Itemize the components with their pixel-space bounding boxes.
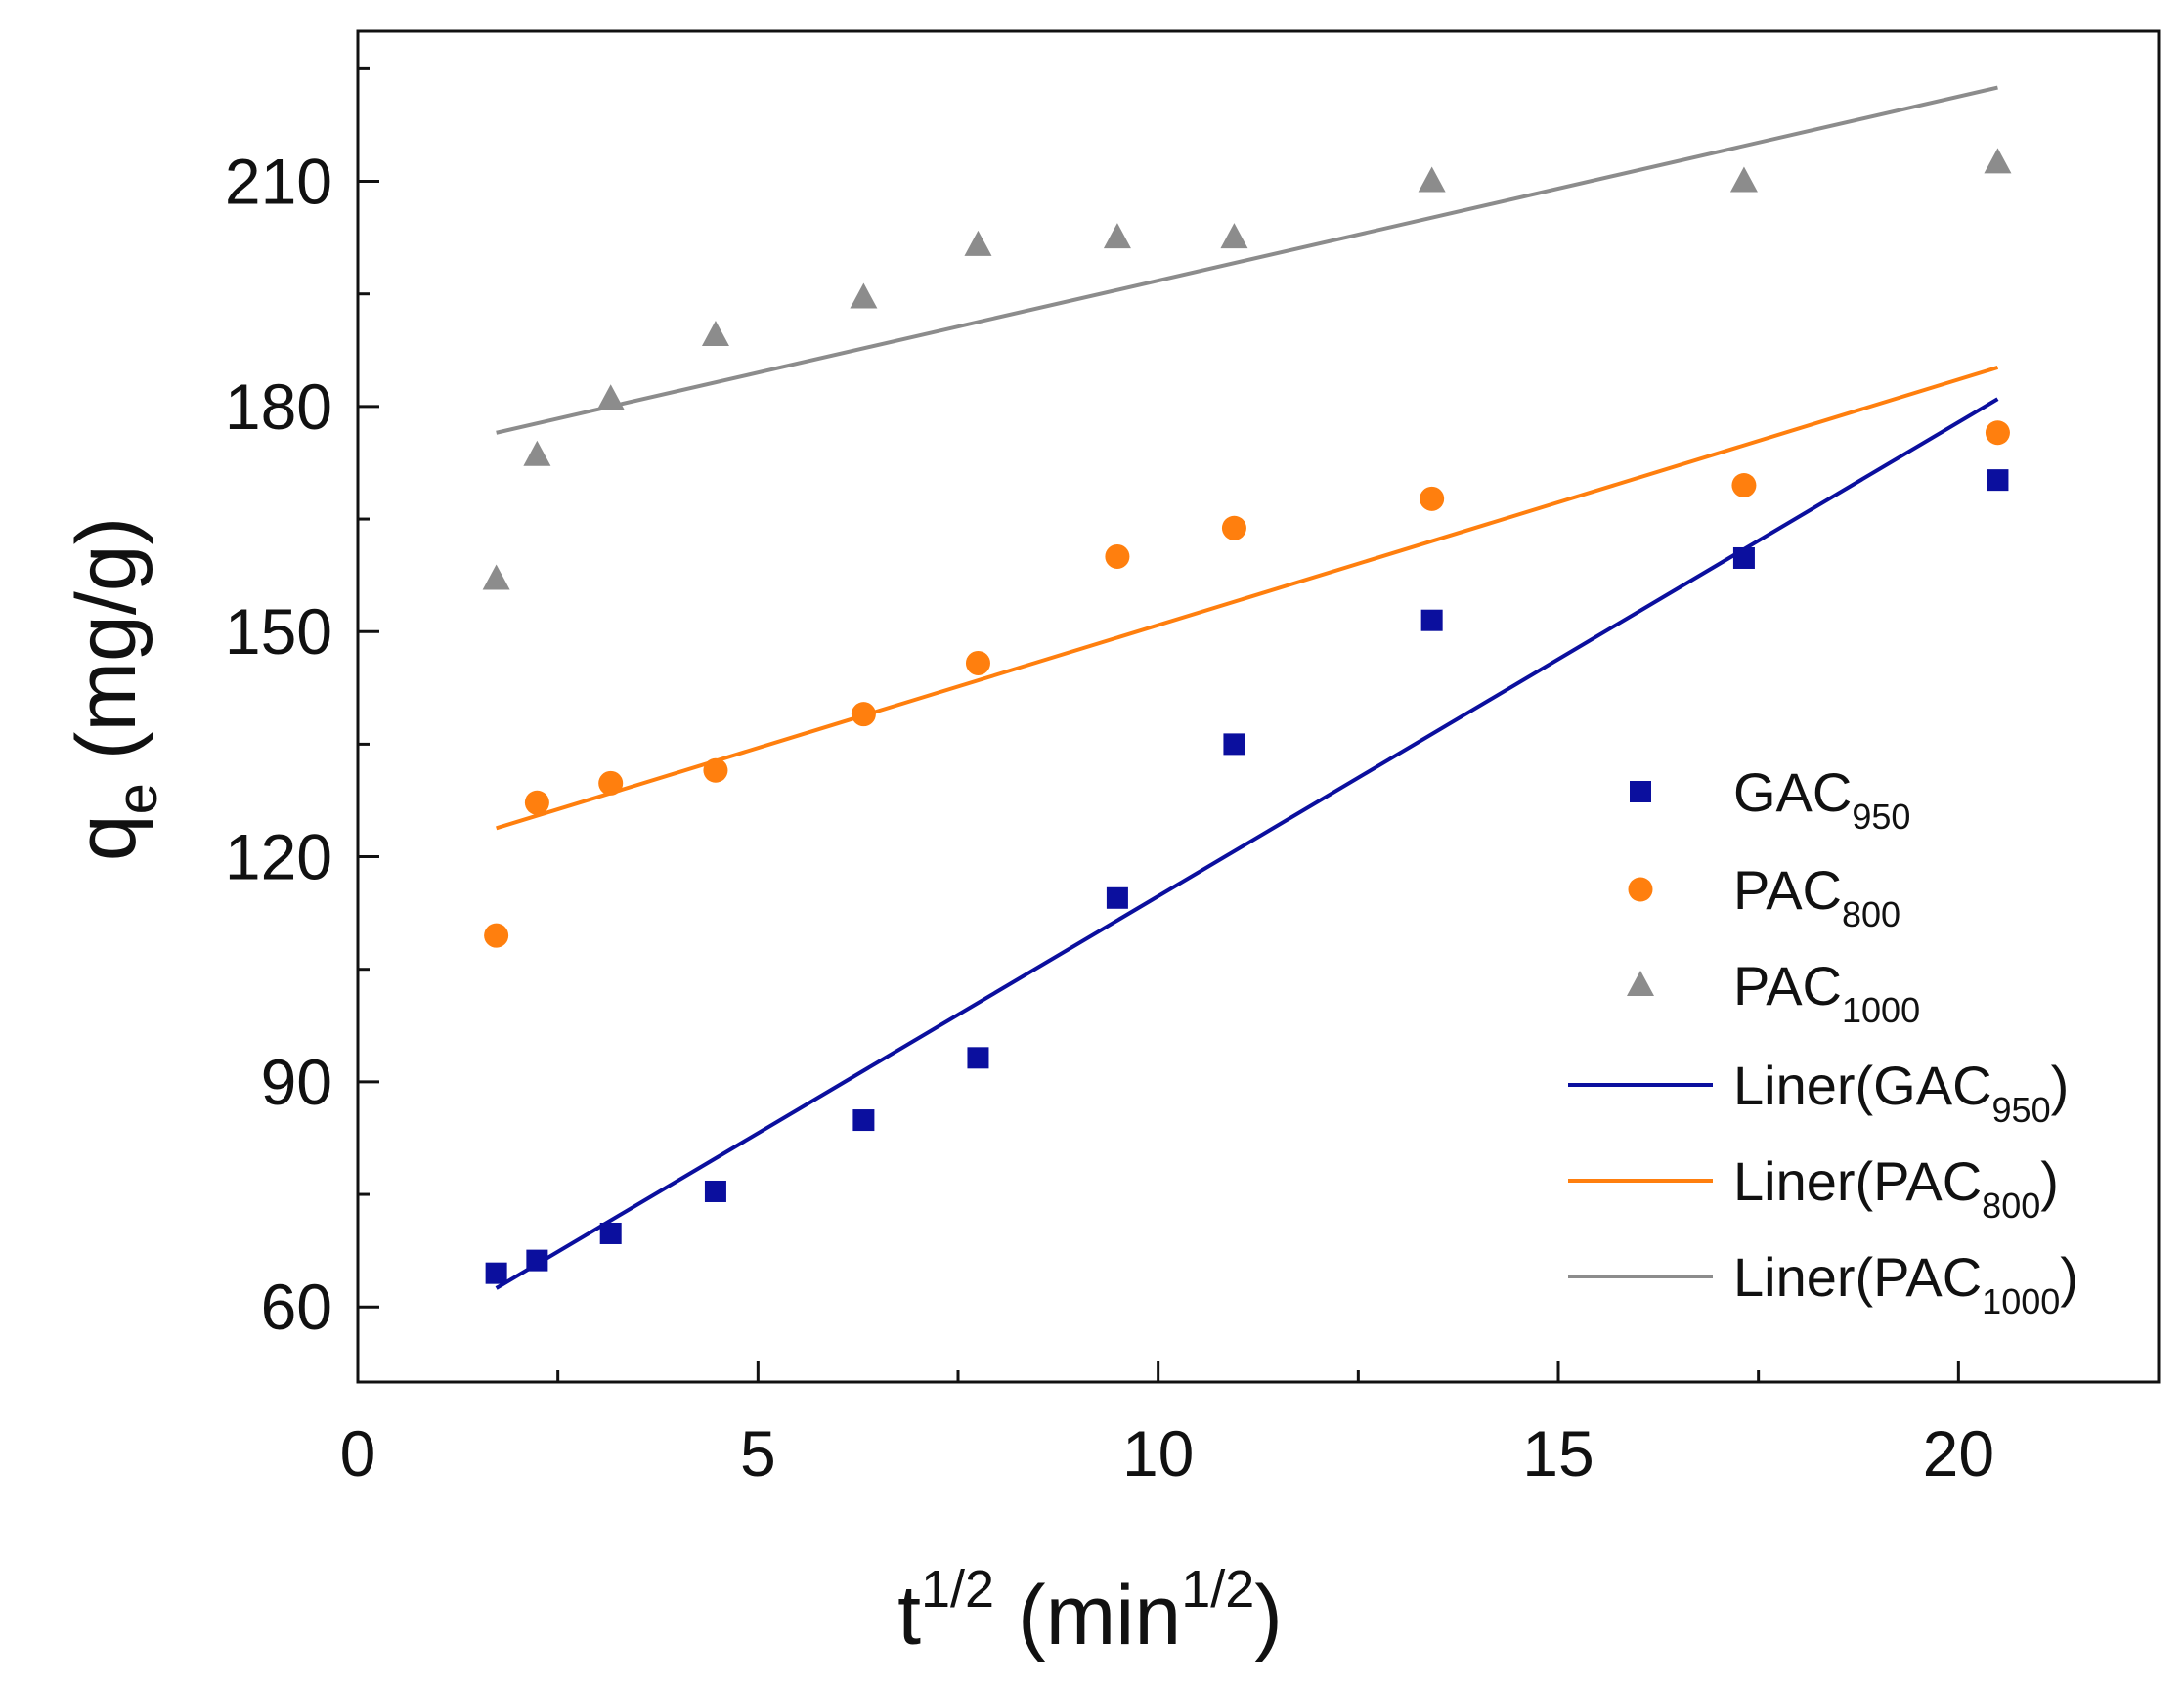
x-tick-label: 20 [1923, 1417, 1994, 1490]
data-point [1732, 546, 1755, 569]
data-point [1106, 886, 1128, 909]
x-tick-label: 10 [1122, 1417, 1194, 1490]
data-point [967, 1047, 989, 1069]
y-tick-label: 60 [261, 1271, 332, 1343]
y-tick-label: 180 [225, 370, 332, 443]
y-tick-label: 120 [225, 821, 332, 893]
data-point [484, 923, 509, 948]
y-tick-label: 210 [225, 146, 332, 218]
legend-label: GAC950 [1733, 761, 1910, 837]
fit-line [496, 85, 1998, 435]
y-tick-label: 90 [261, 1046, 332, 1118]
y-axis-title: qe (mg/g) [60, 517, 169, 861]
legend-label: Liner(PAC1000) [1733, 1246, 2078, 1321]
legend-label: Liner(GAC950) [1733, 1055, 2069, 1130]
fit-line [495, 397, 1999, 1290]
data-point [1729, 166, 1758, 193]
legend-label: Liner(PAC800) [1733, 1150, 2059, 1226]
data-point [1731, 473, 1757, 498]
y-axis-ticks: 60 90 120 150 180 210 [225, 66, 379, 1343]
data-point [964, 230, 992, 256]
legend-label: PAC1000 [1733, 955, 1920, 1030]
data-point [598, 770, 624, 796]
data-point [1418, 166, 1446, 193]
data-point [701, 320, 729, 346]
data-point [482, 564, 510, 590]
y-tick-label: 150 [225, 595, 332, 668]
legend-label: PAC800 [1733, 859, 1900, 934]
data-point [1420, 486, 1445, 511]
x-tick-label: 0 [340, 1417, 376, 1490]
x-tick-label: 5 [740, 1417, 776, 1490]
data-point [1220, 223, 1248, 249]
x-tick-label: 15 [1522, 1417, 1594, 1490]
data-point [523, 440, 551, 466]
data-point [1987, 469, 2009, 492]
data-point [1985, 420, 2010, 446]
legend: GAC950 PAC800 PAC1000 Liner(GAC950) Liner(PA… [1568, 761, 2078, 1321]
plot-frame [356, 29, 2161, 1384]
data-point [1221, 515, 1246, 540]
data-point [596, 384, 625, 410]
fit-lines [495, 85, 1999, 1290]
data-markers [482, 148, 2012, 1284]
data-point [526, 1249, 548, 1272]
data-point [599, 1222, 622, 1244]
data-point [703, 757, 728, 783]
data-point [524, 790, 549, 815]
data-point [1103, 223, 1131, 249]
data-point [704, 1180, 726, 1202]
data-point [850, 282, 878, 309]
data-point [1984, 148, 2012, 174]
data-point [965, 650, 990, 675]
legend-swatch [1630, 781, 1651, 802]
x-axis-title: t1/2 (min1/2) [897, 1560, 1283, 1663]
legend-swatch [1628, 877, 1653, 902]
data-point [1105, 543, 1130, 569]
data-point [1223, 733, 1245, 756]
data-point [851, 702, 876, 727]
data-point [1420, 609, 1443, 631]
fit-line [496, 366, 1999, 831]
data-point [485, 1262, 507, 1284]
x-axis-ticks: 0 5 10 15 20 [340, 1361, 2161, 1490]
legend-swatch [1627, 971, 1654, 996]
data-point [852, 1109, 875, 1132]
